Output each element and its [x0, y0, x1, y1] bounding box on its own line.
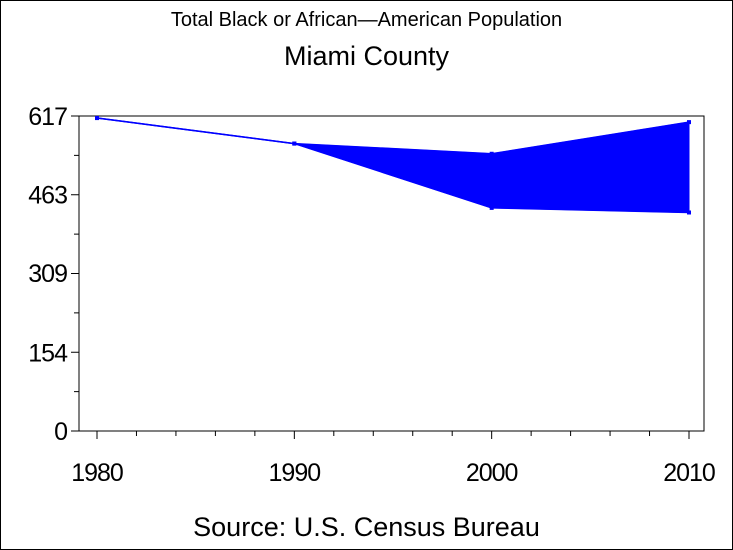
data-point: [292, 141, 297, 146]
data-point: [687, 210, 691, 215]
y-tick-label: 309: [28, 260, 67, 288]
x-tick-label: 2010: [663, 459, 715, 487]
y-tick-label: 0: [54, 418, 67, 446]
y-tick-label: 463: [28, 182, 67, 210]
y-tick-label: 617: [28, 103, 67, 131]
source-note: Source: U.S. Census Bureau: [193, 512, 540, 542]
data-point: [95, 116, 99, 121]
data-point: [687, 120, 691, 125]
chart-subtitle: Miami County: [283, 41, 450, 71]
y-tick-label: 154: [28, 339, 68, 367]
data-point: [489, 205, 494, 210]
x-tick-label: 2000: [466, 459, 518, 487]
chart-title: Total Black or African—American Populati…: [170, 9, 563, 31]
series-line-2: [96, 117, 690, 214]
x-tick-label: 1990: [269, 459, 321, 487]
data-point: [489, 151, 494, 156]
area-band: [96, 117, 690, 214]
x-tick-label: 1980: [71, 459, 123, 487]
